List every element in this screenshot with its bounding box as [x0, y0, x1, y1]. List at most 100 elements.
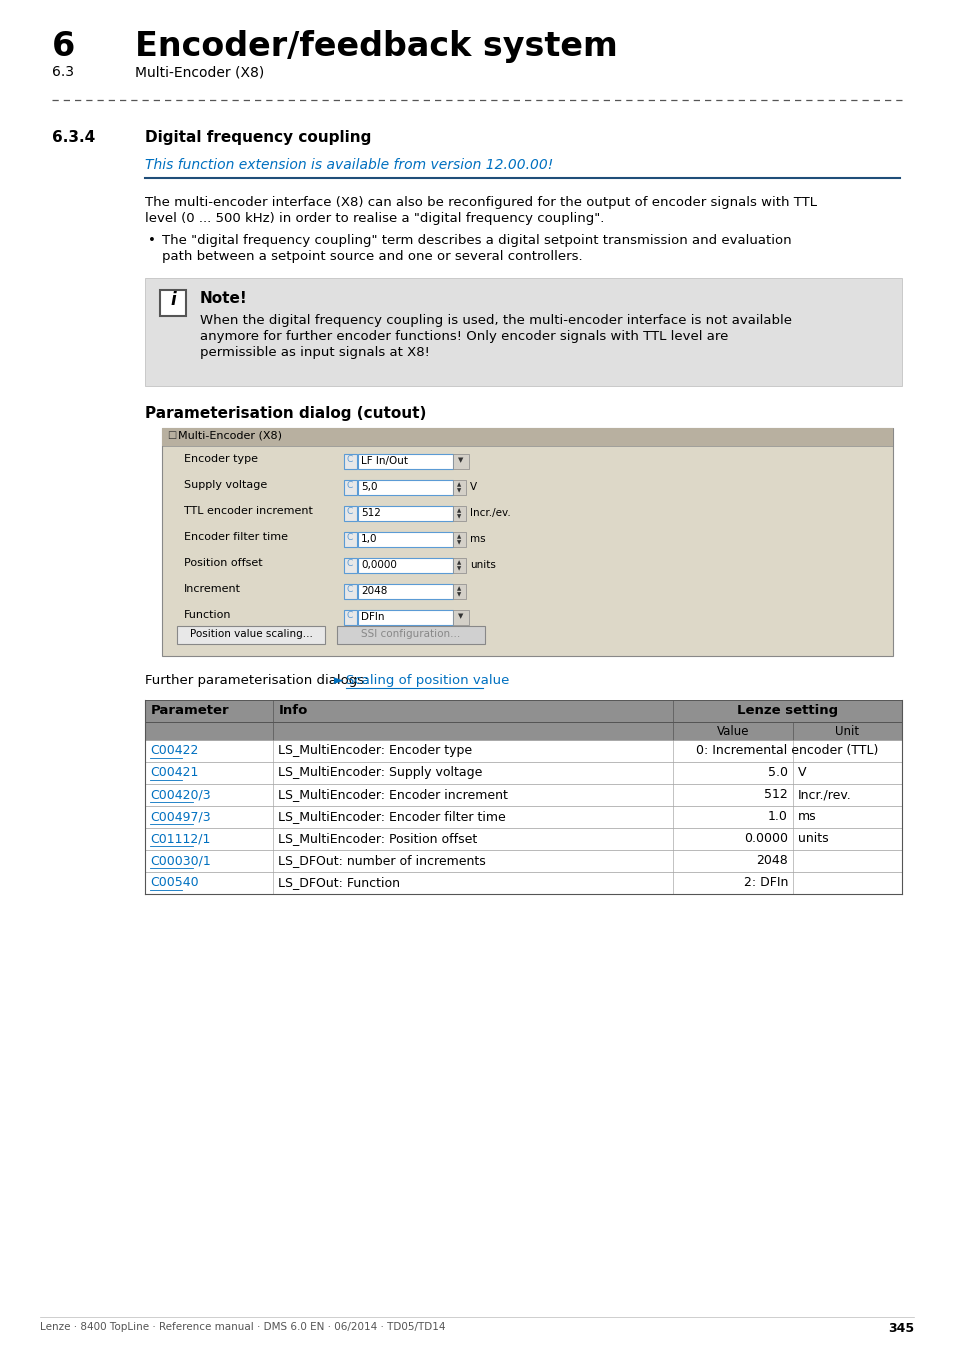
Text: Multi-Encoder (X8): Multi-Encoder (X8) [135, 65, 264, 80]
Text: Incr./ev.: Incr./ev. [470, 508, 510, 518]
Text: ▲: ▲ [456, 535, 460, 540]
Text: LS_MultiEncoder: Encoder type: LS_MultiEncoder: Encoder type [277, 744, 472, 757]
Text: V: V [797, 765, 805, 779]
Bar [162, 428, 892, 446]
Text: C: C [347, 559, 353, 568]
Text: Incr./rev.: Incr./rev. [797, 788, 851, 801]
Text: Scaling of position value: Scaling of position value [345, 674, 509, 687]
Text: This function extension is available from version 12.00.00!: This function extension is available fro… [145, 158, 553, 171]
Text: 6.3.4: 6.3.4 [52, 130, 95, 144]
Text: C00420/3: C00420/3 [150, 788, 211, 801]
Text: ▼: ▼ [456, 489, 460, 494]
Text: Info: Info [278, 703, 308, 717]
Bar [162, 428, 892, 656]
Text: □: □ [167, 431, 176, 440]
Text: units: units [470, 560, 496, 570]
Bar [453, 481, 465, 495]
Text: Encoder type: Encoder type [184, 454, 257, 464]
Text: LF In/Out: LF In/Out [360, 456, 408, 466]
Text: 512: 512 [763, 788, 787, 801]
Text: anymore for further encoder functions! Only encoder signals with TTL level are: anymore for further encoder functions! O… [200, 329, 727, 343]
Bar [145, 784, 901, 806]
Text: i: i [170, 292, 175, 309]
Text: ▼: ▼ [456, 593, 460, 598]
Text: 0.0000: 0.0000 [743, 832, 787, 845]
Text: Further parameterisation dialogs:: Further parameterisation dialogs: [145, 674, 373, 687]
Bar [344, 558, 356, 572]
Text: C00030/1: C00030/1 [150, 855, 211, 867]
Bar [453, 585, 465, 599]
Bar [145, 761, 901, 784]
Bar [336, 626, 484, 644]
Bar [145, 278, 901, 386]
Bar [357, 558, 453, 572]
Text: •: • [148, 234, 155, 247]
Text: ▼: ▼ [457, 613, 463, 620]
Bar [357, 585, 453, 599]
Text: V: V [470, 482, 476, 491]
Text: Note!: Note! [200, 292, 248, 306]
Text: LS_MultiEncoder: Position offset: LS_MultiEncoder: Position offset [277, 832, 476, 845]
Text: SSI configuration...: SSI configuration... [361, 629, 460, 639]
Text: level (0 ... 500 kHz) in order to realise a "digital frequency coupling".: level (0 ... 500 kHz) in order to realis… [145, 212, 604, 225]
Text: C: C [347, 533, 353, 541]
Text: Parameterisation dialog (cutout): Parameterisation dialog (cutout) [145, 406, 426, 421]
Text: ▼: ▼ [456, 514, 460, 520]
Text: ▲: ▲ [456, 482, 460, 487]
Text: 0,0000: 0,0000 [360, 560, 396, 570]
Text: The multi-encoder interface (X8) can also be reconfigured for the output of enco: The multi-encoder interface (X8) can als… [145, 196, 816, 209]
Text: Supply voltage: Supply voltage [184, 481, 267, 490]
Text: 5.0: 5.0 [767, 765, 787, 779]
Text: 345: 345 [887, 1322, 913, 1335]
Text: C: C [347, 481, 353, 490]
Text: path between a setpoint source and one or several controllers.: path between a setpoint source and one o… [162, 250, 582, 263]
Text: LS_MultiEncoder: Encoder increment: LS_MultiEncoder: Encoder increment [277, 788, 507, 801]
Text: LS_MultiEncoder: Encoder filter time: LS_MultiEncoder: Encoder filter time [277, 810, 505, 824]
Bar [357, 481, 453, 495]
Text: C: C [347, 585, 353, 594]
Bar [344, 532, 356, 547]
Text: ms: ms [797, 810, 816, 824]
Bar [160, 290, 186, 316]
Text: Parameter: Parameter [151, 703, 230, 717]
Bar [453, 506, 465, 521]
Text: ▼: ▼ [457, 458, 463, 463]
Bar [453, 610, 469, 625]
Text: DFIn: DFIn [360, 612, 384, 622]
Text: C: C [347, 455, 353, 464]
Text: ▲: ▲ [456, 560, 460, 566]
Text: Encoder/feedback system: Encoder/feedback system [135, 30, 618, 63]
Bar [145, 701, 901, 722]
Bar [453, 532, 465, 547]
Text: ms: ms [470, 535, 485, 544]
Text: ►: ► [334, 674, 347, 687]
Text: Value: Value [716, 725, 748, 738]
Text: 1,0: 1,0 [360, 535, 377, 544]
Bar [344, 585, 356, 599]
Text: 5,0: 5,0 [360, 482, 377, 491]
Text: ▲: ▲ [456, 586, 460, 591]
Text: C: C [347, 508, 353, 516]
Text: TTL encoder increment: TTL encoder increment [184, 506, 313, 516]
Text: C00421: C00421 [150, 765, 198, 779]
Bar [357, 454, 453, 468]
Text: Lenze · 8400 TopLine · Reference manual · DMS 6.0 EN · 06/2014 · TD05/TD14: Lenze · 8400 TopLine · Reference manual … [40, 1322, 445, 1332]
Bar [357, 532, 453, 547]
Bar [357, 506, 453, 521]
Text: LS_DFOut: Function: LS_DFOut: Function [277, 876, 399, 890]
Text: C00497/3: C00497/3 [150, 810, 211, 824]
Text: Encoder filter time: Encoder filter time [184, 532, 288, 541]
Bar [453, 454, 469, 468]
Text: 0: Incremental encoder (TTL): 0: Incremental encoder (TTL) [696, 744, 878, 757]
Text: 1.0: 1.0 [767, 810, 787, 824]
Text: C00540: C00540 [150, 876, 198, 890]
Text: LS_DFOut: number of increments: LS_DFOut: number of increments [277, 855, 485, 867]
Text: 6.3: 6.3 [52, 65, 74, 80]
Text: 6: 6 [52, 30, 75, 63]
Text: C00422: C00422 [150, 744, 198, 757]
Bar [145, 806, 901, 828]
Text: ▼: ▼ [456, 540, 460, 545]
Text: C: C [347, 612, 353, 620]
Text: ▼: ▼ [456, 567, 460, 571]
Text: 512: 512 [360, 508, 380, 518]
